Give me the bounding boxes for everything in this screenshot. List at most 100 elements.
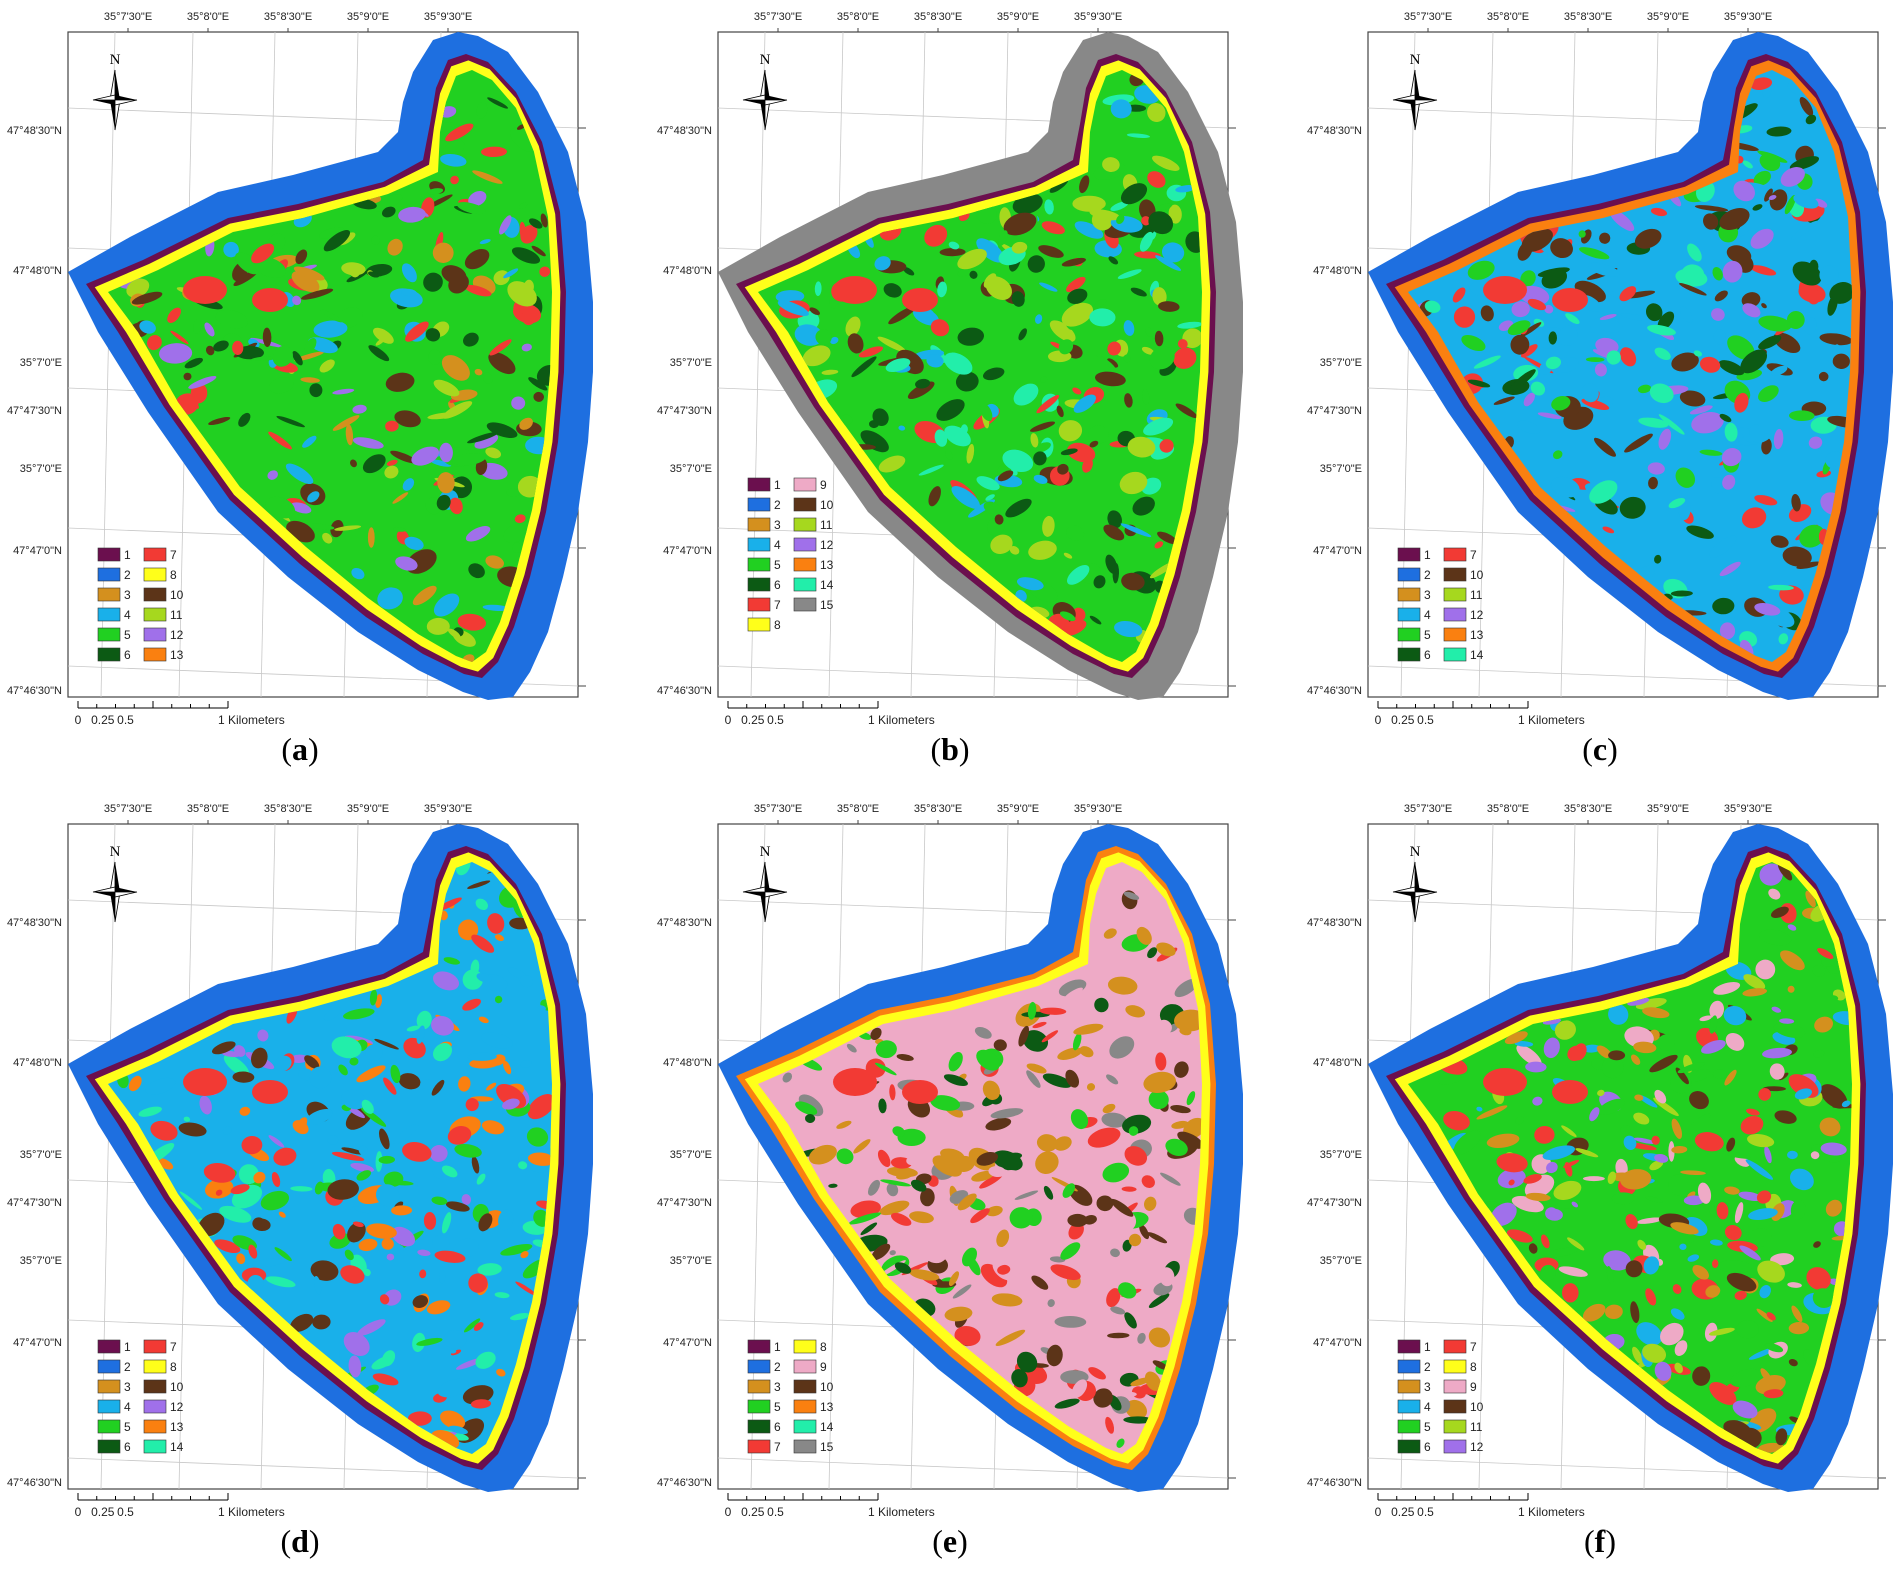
legend-swatch xyxy=(97,1439,121,1454)
left-coord-label: 47°48'0"N xyxy=(13,1057,62,1069)
landcover-patch xyxy=(1525,1061,1547,1073)
legend-swatch xyxy=(793,517,817,532)
landcover-patch xyxy=(348,1355,362,1378)
legend-swatch xyxy=(793,477,817,492)
landcover-patch xyxy=(1595,337,1619,354)
landcover-patch xyxy=(232,1071,255,1083)
landcover-patch xyxy=(809,1152,820,1164)
landcover-patch xyxy=(1716,1202,1729,1220)
landcover-patch xyxy=(1082,458,1093,473)
legend-label: 12 xyxy=(820,538,834,552)
legend-label: 7 xyxy=(774,598,781,612)
landcover-patch xyxy=(1787,1150,1798,1160)
landcover-patch xyxy=(489,339,512,356)
landcover-patch xyxy=(314,1181,324,1195)
landcover-patch xyxy=(877,1149,891,1168)
legend-label: 1 xyxy=(1424,1340,1431,1354)
landcover-patch xyxy=(417,1249,431,1257)
landcover-patch xyxy=(1841,1100,1851,1108)
legend-label: 4 xyxy=(124,1400,131,1414)
top-coord-label: 35°8'0"E xyxy=(1487,803,1529,815)
landcover-patch xyxy=(1725,1032,1745,1051)
legend-label: 2 xyxy=(1424,568,1431,582)
landcover-patch xyxy=(814,281,822,296)
north-label: N xyxy=(110,52,121,68)
landcover-patch xyxy=(1620,1169,1652,1190)
landcover-patch xyxy=(443,957,460,965)
legend-label: 6 xyxy=(774,1420,781,1434)
landcover-patch xyxy=(1461,334,1486,352)
landcover-patch xyxy=(1042,1073,1072,1088)
landcover-patch xyxy=(520,1060,533,1068)
landcover-patch xyxy=(475,1351,496,1369)
landcover-patch xyxy=(1114,621,1143,638)
landcover-patch xyxy=(1609,209,1635,232)
landcover-patch xyxy=(481,146,507,158)
landcover-patch xyxy=(1752,204,1763,211)
landcover-patch xyxy=(1692,1265,1709,1280)
landcover-patch xyxy=(1634,1137,1656,1144)
legend-label: 15 xyxy=(820,1440,834,1454)
landcover-patch xyxy=(273,1147,297,1166)
landcover-patch xyxy=(155,1157,174,1170)
landcover-patch xyxy=(1670,590,1693,597)
landcover-patch xyxy=(426,1300,451,1315)
landcover-patch xyxy=(429,1145,448,1162)
landcover-patch xyxy=(1155,1052,1167,1071)
landcover-patch xyxy=(455,862,471,876)
landcover-patch xyxy=(526,1127,549,1147)
legend-swatch xyxy=(793,497,817,512)
landcover-patch xyxy=(957,268,971,277)
legend-label: 2 xyxy=(124,1360,131,1374)
landcover-patch xyxy=(390,1064,401,1084)
landcover-patch xyxy=(1009,1207,1033,1229)
landcover-patch xyxy=(1732,1400,1758,1419)
landcover-patch xyxy=(1089,209,1121,221)
legend-label: 13 xyxy=(1470,628,1484,642)
landcover-patch xyxy=(983,367,1005,381)
landcover-patch xyxy=(381,1350,396,1367)
legend-label: 6 xyxy=(124,1440,131,1454)
landcover-patch xyxy=(1132,496,1155,516)
landcover-patch xyxy=(369,989,378,1006)
legend-swatch xyxy=(747,577,771,592)
legend-label: 2 xyxy=(774,1360,781,1374)
landcover-patch xyxy=(1506,1229,1533,1243)
landcover-patch xyxy=(1483,276,1527,304)
legend-swatch xyxy=(1443,1379,1467,1394)
north-label: N xyxy=(110,844,121,860)
landcover-patch xyxy=(323,230,351,252)
landcover-patch xyxy=(278,1211,286,1218)
left-coord-label: 47°47'0"N xyxy=(13,545,62,557)
legend-swatch xyxy=(143,547,167,562)
left-coord-label: 47°46'30"N xyxy=(7,685,62,697)
landcover-patch xyxy=(1758,385,1779,402)
landcover-patch xyxy=(1107,510,1122,529)
landcover-patch xyxy=(1110,201,1129,211)
legend-swatch xyxy=(143,1399,167,1414)
legend-label: 5 xyxy=(774,558,781,572)
landcover-patch xyxy=(1011,1369,1028,1388)
landcover-patch xyxy=(983,501,1001,515)
landcover-patch xyxy=(183,276,227,304)
landcover-patch xyxy=(506,488,520,497)
landcover-patch xyxy=(487,913,505,934)
landcover-patch xyxy=(1106,1074,1119,1085)
landcover-patch xyxy=(1790,1199,1806,1220)
landcover-patch xyxy=(420,1079,435,1090)
landcover-patch xyxy=(431,1015,454,1036)
landcover-patch xyxy=(1722,1150,1751,1159)
landcover-patch xyxy=(1786,311,1805,329)
landcover-patch xyxy=(373,194,403,212)
landcover-patch xyxy=(313,1276,322,1295)
landcover-patch xyxy=(1142,388,1150,405)
legend-swatch xyxy=(97,647,121,662)
landcover-patch xyxy=(1791,493,1801,512)
landcover-patch xyxy=(1453,1130,1481,1155)
landcover-patch xyxy=(1630,1301,1640,1323)
landcover-patch xyxy=(1711,477,1726,494)
landcover-patch xyxy=(809,307,820,316)
legend-swatch xyxy=(97,1359,121,1374)
landcover-patch xyxy=(1053,1136,1072,1151)
